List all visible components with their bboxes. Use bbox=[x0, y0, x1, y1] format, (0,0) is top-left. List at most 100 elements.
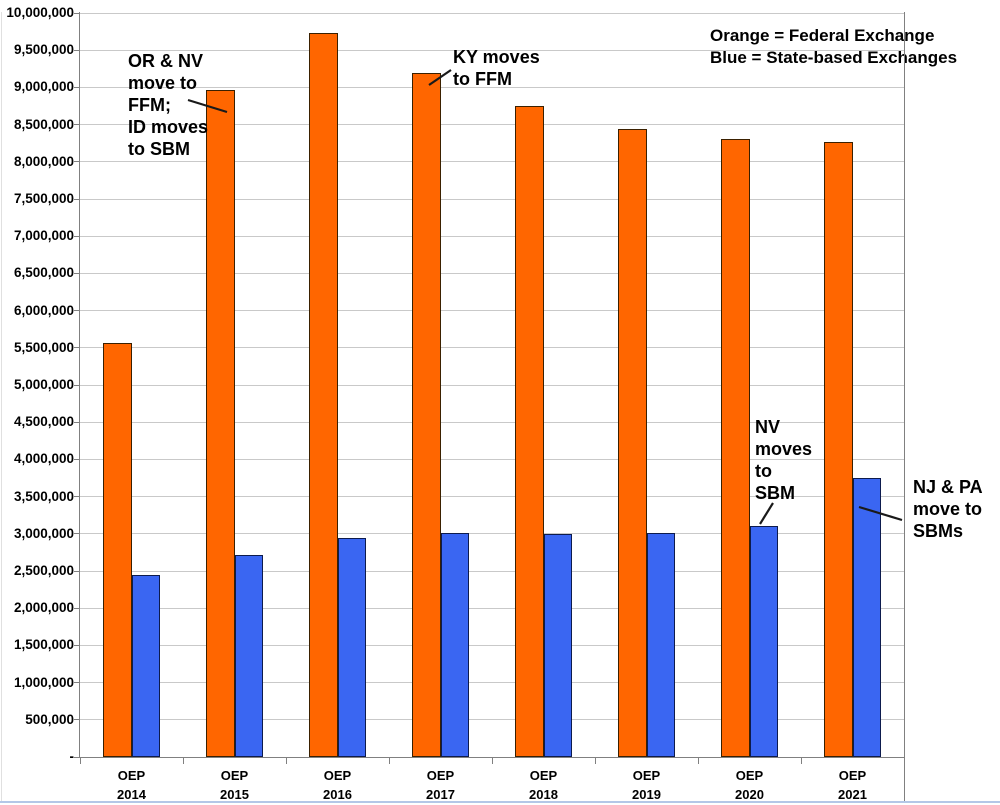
y-axis-tick bbox=[74, 458, 80, 460]
y-axis-tick bbox=[74, 607, 80, 609]
y-axis-label: 9,000,000 bbox=[13, 79, 74, 95]
gridline bbox=[80, 496, 904, 498]
y-axis-tick bbox=[74, 719, 80, 721]
annotation-line: to SBM bbox=[128, 139, 190, 159]
bar-federal-2018 bbox=[515, 106, 544, 757]
y-axis-label: 8,500,000 bbox=[13, 116, 74, 132]
bar-state-2017 bbox=[440, 533, 469, 757]
y-axis-tick bbox=[74, 496, 80, 498]
x-label-oep: OEP bbox=[735, 768, 764, 783]
y-axis-tick bbox=[74, 198, 80, 200]
gridline bbox=[80, 384, 904, 386]
x-axis-tick bbox=[285, 757, 287, 764]
y-axis-label: 6,500,000 bbox=[13, 265, 74, 281]
x-label-year: 2015 bbox=[220, 787, 249, 802]
x-label-year: 2020 bbox=[735, 787, 764, 802]
x-label-year: 2017 bbox=[426, 787, 455, 802]
gridline bbox=[80, 570, 904, 572]
annotation-line: SBM bbox=[755, 483, 795, 503]
y-axis-tick bbox=[74, 161, 80, 163]
x-axis-tick bbox=[388, 757, 390, 764]
legend: Orange = Federal Exchange Blue = State-b… bbox=[710, 25, 957, 69]
y-axis-tick bbox=[74, 756, 80, 758]
y-axis-line bbox=[79, 12, 80, 757]
bar-federal-2015 bbox=[206, 90, 235, 757]
x-axis-tick bbox=[903, 757, 905, 764]
bar-federal-2016 bbox=[309, 33, 338, 757]
x-axis-tick bbox=[697, 757, 699, 764]
chart-frame-left-border bbox=[1, 12, 2, 801]
bar-federal-2020 bbox=[721, 139, 750, 757]
x-label-year: 2019 bbox=[632, 787, 661, 802]
bar-federal-2017 bbox=[412, 72, 441, 757]
y-axis-label: 5,500,000 bbox=[13, 339, 74, 355]
annotation-line: NV bbox=[755, 417, 781, 437]
x-label-oep: OEP bbox=[323, 768, 352, 783]
x-axis-tick bbox=[182, 757, 184, 764]
y-axis-tick bbox=[74, 310, 80, 312]
chart-frame-bottom-border bbox=[0, 801, 1000, 803]
annotation-or-nv-ffm: OR & NV move to FFM; ID moves to SBM bbox=[128, 50, 208, 160]
x-label-oep: OEP bbox=[838, 768, 867, 783]
gridline bbox=[80, 458, 904, 460]
gridline bbox=[80, 124, 904, 126]
annotation-line: to bbox=[755, 461, 772, 481]
bar-federal-2021 bbox=[824, 142, 853, 757]
y-axis-label: 500,000 bbox=[25, 711, 74, 727]
gridline bbox=[80, 421, 904, 423]
gridline bbox=[80, 607, 904, 609]
annotation-line: moves bbox=[755, 439, 813, 459]
gridline bbox=[80, 86, 904, 88]
y-axis-label: 2,000,000 bbox=[13, 600, 74, 616]
bar-state-2014 bbox=[131, 575, 160, 757]
y-axis-label: 7,500,000 bbox=[13, 191, 74, 206]
bar-state-2016 bbox=[337, 538, 366, 757]
y-axis-label: 1,000,000 bbox=[13, 674, 74, 690]
annotation-ky-ffm: KY moves to FFM bbox=[453, 46, 540, 90]
gridline bbox=[80, 272, 904, 274]
y-axis-label: 9,500,000 bbox=[13, 42, 74, 58]
annotation-line: OR & NV bbox=[128, 51, 204, 71]
gridline bbox=[80, 719, 904, 721]
y-axis-tick bbox=[74, 235, 80, 237]
annotation-line: to FFM bbox=[453, 69, 512, 89]
y-axis-label: 7,000,000 bbox=[13, 228, 74, 244]
plot-right-border bbox=[904, 12, 905, 801]
annotation-line: KY moves bbox=[453, 47, 540, 67]
legend-line-state: Blue = State-based Exchanges bbox=[710, 48, 958, 67]
x-axis-label-2021: OEP 2021 bbox=[808, 766, 898, 804]
y-axis-label: 3,000,000 bbox=[13, 525, 74, 541]
annotation-nj-pa-sbm: NJ & PA move to SBMs bbox=[913, 476, 983, 542]
bar-state-2020 bbox=[749, 525, 778, 757]
gridline bbox=[80, 682, 904, 684]
y-axis-tick bbox=[74, 347, 80, 349]
callout-line-nv-sbm bbox=[759, 502, 774, 525]
annotation-line: FFM; bbox=[128, 95, 171, 115]
x-label-oep: OEP bbox=[220, 768, 249, 783]
x-axis-label-2017: OEP 2017 bbox=[396, 766, 486, 804]
legend-line-federal: Orange = Federal Exchange bbox=[710, 26, 935, 45]
x-label-oep: OEP bbox=[529, 768, 558, 783]
annotation-line: ID moves bbox=[128, 117, 209, 137]
gridline bbox=[80, 310, 904, 312]
x-axis-label-2014: OEP 2014 bbox=[87, 766, 177, 804]
y-axis-tick bbox=[74, 421, 80, 423]
x-axis-label-2015: OEP 2015 bbox=[190, 766, 280, 804]
bar-state-2015 bbox=[234, 554, 263, 757]
gridline bbox=[80, 161, 904, 163]
annotation-line: SBMs bbox=[913, 521, 964, 541]
annotation-nv-sbm: NV moves to SBM bbox=[755, 416, 812, 504]
y-axis-label-zero: - bbox=[69, 749, 75, 764]
y-axis-tick bbox=[74, 86, 80, 88]
bar-state-2021 bbox=[852, 478, 881, 757]
x-axis-tick bbox=[79, 757, 81, 764]
gridline bbox=[80, 198, 904, 200]
y-axis-label: 1,500,000 bbox=[13, 637, 74, 653]
y-axis-tick bbox=[74, 570, 80, 572]
y-axis-label: 8,000,000 bbox=[13, 153, 74, 169]
x-label-year: 2016 bbox=[323, 787, 352, 802]
y-axis-label: 4,500,000 bbox=[13, 414, 74, 430]
y-axis-label: 5,000,000 bbox=[13, 377, 74, 392]
y-axis-tick bbox=[74, 644, 80, 646]
y-axis-label: 3,500,000 bbox=[13, 488, 74, 504]
